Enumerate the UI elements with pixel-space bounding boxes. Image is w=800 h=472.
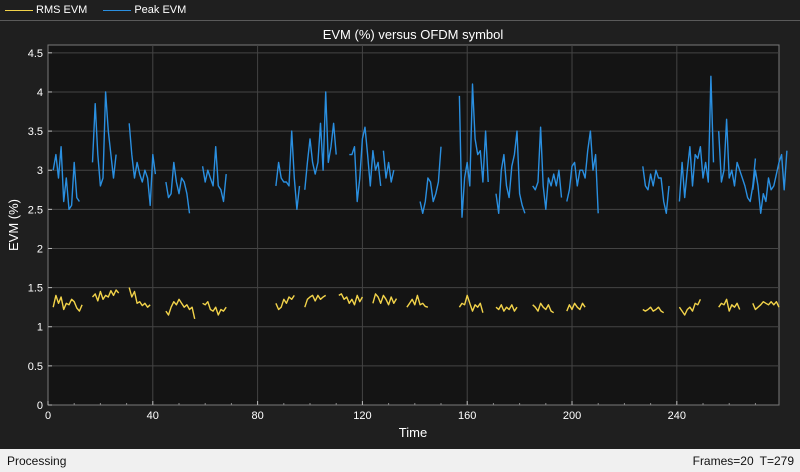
- legend-label-peak-evm: Peak EVM: [134, 4, 187, 16]
- x-tick-label: 200: [563, 410, 581, 422]
- series-line-rms-evm: [165, 298, 196, 320]
- y-tick-label: 1.5: [28, 283, 43, 295]
- grid: [48, 45, 779, 405]
- chart-title: EVM (%) versus OFDM symbol: [323, 27, 504, 42]
- series-line-rms-evm: [406, 294, 429, 308]
- series-line-peak-evm: [752, 150, 788, 215]
- x-tick-label: 80: [251, 410, 263, 422]
- series-line-rms-evm: [372, 293, 398, 306]
- series-line-peak-evm: [718, 118, 757, 203]
- series-line-peak-evm: [165, 161, 191, 214]
- series-line-peak-evm: [566, 130, 599, 214]
- series-line-rms-evm: [642, 306, 665, 314]
- plot-area[interactable]: 0 40 80 120 160 200 240 0 0.5 1 1.5 2 2.5 3 3.5 4 4.5 EV…: [0, 22, 800, 449]
- series-line-peak-evm: [678, 75, 715, 202]
- x-tick-label: 120: [353, 410, 371, 422]
- series-line-rms-evm: [532, 302, 555, 314]
- series-line-peak-evm: [532, 126, 563, 211]
- series-line-rms-evm: [752, 301, 780, 311]
- series-line-rms-evm: [495, 304, 518, 312]
- y-tick-label: 0.5: [28, 361, 43, 373]
- legend-swatch-rms-evm: [5, 9, 33, 11]
- series-line-rms-evm: [91, 289, 120, 302]
- y-axis-label: EVM (%): [6, 199, 21, 251]
- tick-labels: 0 40 80 120 160 200 240 0 0.5 1 1.5 2 2.5 3 3.5 4 4.5: [28, 48, 756, 422]
- x-axis-label: Time: [399, 425, 427, 440]
- y-tick-label: 4.5: [28, 48, 43, 60]
- y-tick-label: 3: [37, 165, 43, 177]
- series-line-peak-evm: [201, 145, 227, 203]
- time-readout: T=279: [759, 453, 794, 468]
- y-tick-label: 4: [37, 87, 43, 99]
- series-line-rms-evm: [52, 294, 83, 312]
- status-text: Processing: [7, 453, 67, 468]
- series-line-peak-evm: [382, 150, 395, 183]
- status-bar: Processing Frames=20 T=279: [0, 449, 800, 472]
- series-line-rms-evm: [304, 294, 327, 308]
- series-line-rms-evm: [678, 299, 702, 316]
- frames-count: Frames=20: [692, 453, 754, 468]
- y-tick-label: 1: [37, 322, 43, 334]
- legend-label-rms-evm: RMS EVM: [36, 4, 88, 16]
- series-line-peak-evm: [91, 91, 117, 187]
- series-line-peak-evm: [495, 130, 526, 215]
- y-tick-label: 2.5: [28, 204, 43, 216]
- series-line-rms-evm: [128, 287, 151, 308]
- legend-item-peak-evm[interactable]: Peak EVM: [103, 4, 186, 16]
- series-line-peak-evm: [128, 123, 157, 207]
- y-tick-label: 3.5: [28, 126, 43, 138]
- legend: RMS EVM Peak EVM: [0, 0, 800, 21]
- series-line-peak-evm: [419, 146, 442, 215]
- y-tick-label: 0: [37, 400, 43, 412]
- x-tick-label: 160: [458, 410, 476, 422]
- series-line-peak-evm: [304, 91, 337, 190]
- series-line-peak-evm: [642, 166, 670, 215]
- series-line-rms-evm: [458, 294, 484, 313]
- y-tick-label: 2: [37, 243, 43, 255]
- series-line-peak-evm: [349, 126, 382, 203]
- x-tick-label: 240: [668, 410, 686, 422]
- x-tick-label: 40: [147, 410, 159, 422]
- x-tick-label: 0: [45, 410, 51, 422]
- series-line-rms-evm: [275, 295, 295, 311]
- legend-item-rms-evm[interactable]: RMS EVM: [5, 4, 87, 16]
- series-lines: [52, 75, 788, 320]
- evm-chart[interactable]: 0 40 80 120 160 200 240 0 0.5 1 1.5 2 2.5 3 3.5 4 4.5 EV…: [0, 22, 800, 449]
- series-line-rms-evm: [566, 302, 586, 312]
- series-line-rms-evm: [718, 298, 741, 312]
- series-line-peak-evm: [275, 130, 301, 211]
- axes-background: [47, 44, 780, 406]
- series-line-peak-evm: [458, 83, 489, 218]
- series-line-rms-evm: [338, 293, 364, 306]
- legend-swatch-peak-evm: [103, 9, 132, 11]
- series-line-peak-evm: [52, 145, 80, 211]
- series-line-rms-evm: [202, 301, 227, 316]
